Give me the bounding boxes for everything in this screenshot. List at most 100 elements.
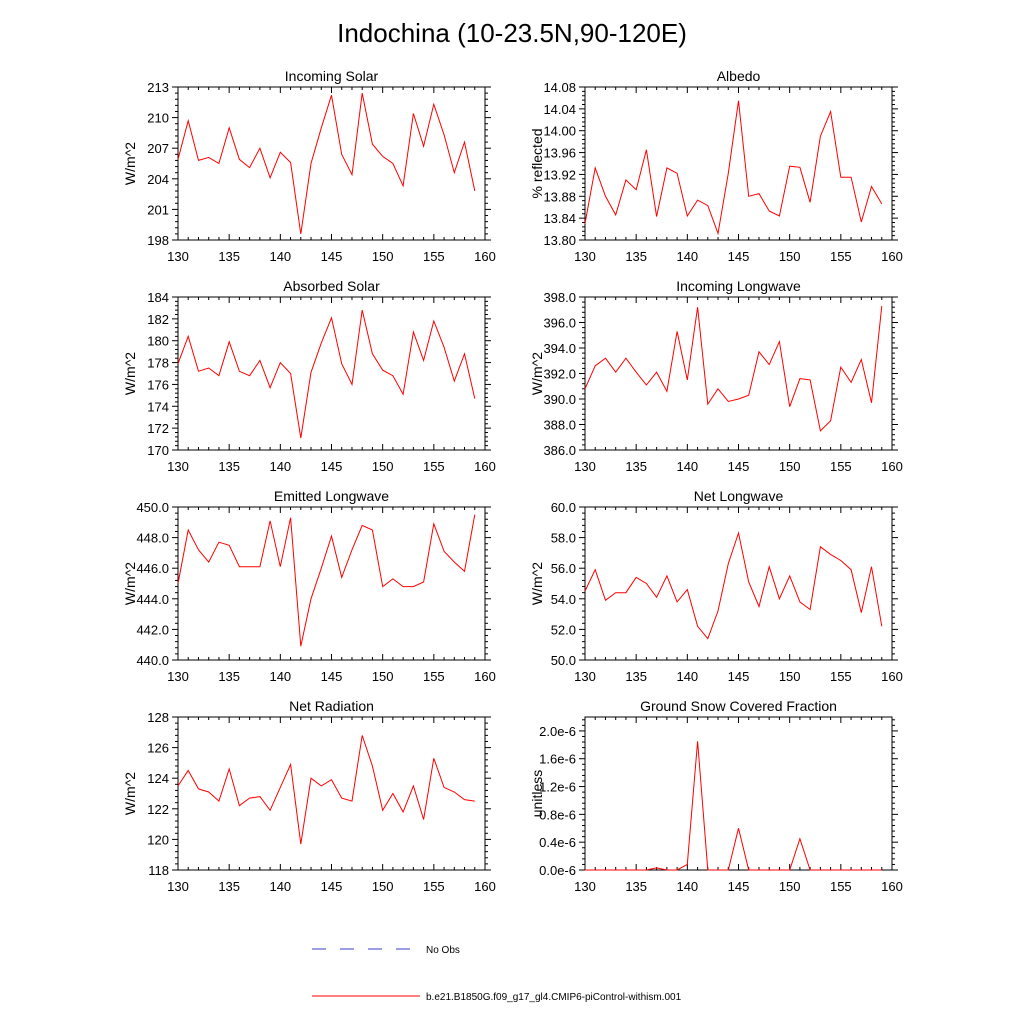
x-tick-label: 135	[218, 459, 240, 474]
y-tick-label: 2.0e-6	[539, 724, 576, 739]
series-line-albedo	[584, 100, 883, 236]
x-tick-label: 150	[372, 669, 394, 684]
plot-frame	[584, 506, 893, 661]
x-tick-label: 135	[625, 249, 647, 264]
plot-frame	[177, 716, 486, 871]
x-tick-label: 155	[423, 669, 445, 684]
y-axis-label: W/m^2	[122, 142, 138, 185]
x-tick-label: 135	[218, 879, 240, 894]
x-tick-label: 160	[474, 669, 496, 684]
x-tick-label: 145	[728, 879, 750, 894]
x-tick-label: 155	[423, 459, 445, 474]
x-tick-label: 130	[167, 249, 189, 264]
panel-incoming-longwave: Incoming Longwave W/m^2 130 135 140 145 150 155…	[529, 278, 903, 474]
x-tick-label: 140	[269, 249, 291, 264]
y-tick-label: 392.0	[543, 367, 576, 382]
y-axis-label: % reflected	[529, 128, 545, 198]
y-tick-label: 1.6e-6	[539, 752, 576, 767]
panel-title: Net Radiation	[289, 698, 374, 714]
y-tick-label: 0.4e-6	[539, 835, 576, 850]
x-tick-label: 155	[830, 669, 852, 684]
y-tick-label: 122	[147, 802, 169, 817]
x-tick-label: 135	[625, 669, 647, 684]
x-tick-label: 160	[474, 459, 496, 474]
x-tick-label: 160	[881, 459, 903, 474]
x-tick-label: 130	[574, 669, 596, 684]
y-axis-label: W/m^2	[122, 352, 138, 395]
x-tick-label: 135	[218, 669, 240, 684]
y-tick-label: 126	[147, 741, 169, 756]
x-tick-label: 135	[625, 879, 647, 894]
y-tick-label: 118	[148, 863, 169, 878]
x-tick-label: 155	[830, 249, 852, 264]
plot-frame	[177, 506, 486, 661]
y-tick-label: 60.0	[551, 500, 576, 515]
x-tick-label: 150	[779, 879, 801, 894]
x-tick-label: 130	[167, 459, 189, 474]
x-tick-label: 150	[779, 459, 801, 474]
x-tick-label: 150	[779, 669, 801, 684]
x-tick-label: 130	[574, 459, 596, 474]
x-tick-label: 140	[269, 459, 291, 474]
panels: Incoming Solar W/m^2 130 135 140 145 150 155 160…	[122, 68, 903, 894]
y-tick-label: 58.0	[551, 531, 576, 546]
x-tick-label: 145	[321, 459, 343, 474]
panel-net-radiation: Net Radiation W/m^2 130 135 140 145 150 155 160 1…	[122, 698, 496, 894]
y-tick-label: 1.2e-6	[539, 780, 576, 795]
x-tick-label: 130	[167, 669, 189, 684]
series-line-absorbed-solar	[177, 309, 476, 439]
y-axis-label: W/m^2	[529, 562, 545, 605]
x-tick-label: 155	[830, 879, 852, 894]
y-tick-label: 174	[147, 399, 169, 414]
y-tick-label: 13.92	[543, 167, 576, 182]
y-tick-label: 448.0	[136, 531, 169, 546]
x-tick-label: 140	[676, 459, 698, 474]
figure-title: Indochina (10-23.5N,90-120E)	[337, 18, 687, 48]
x-tick-label: 155	[423, 249, 445, 264]
y-tick-label: 394.0	[543, 341, 576, 356]
x-tick-label: 130	[574, 879, 596, 894]
y-axis-label: unitless	[529, 770, 545, 817]
panel-title: Absorbed Solar	[283, 278, 380, 294]
x-tick-label: 145	[728, 459, 750, 474]
y-tick-label: 13.84	[543, 211, 576, 226]
panel-title: Incoming Solar	[285, 68, 379, 84]
x-tick-label: 140	[676, 669, 698, 684]
x-tick-label: 140	[676, 879, 698, 894]
y-tick-label: 56.0	[551, 561, 576, 576]
series-line-net-longwave	[584, 531, 883, 640]
panel-emitted-longwave: Emitted Longwave W/m^2 130 135 140 145 150 155 1…	[122, 488, 496, 684]
x-tick-label: 160	[881, 879, 903, 894]
y-tick-label: 390.0	[543, 392, 576, 407]
x-tick-label: 150	[372, 459, 394, 474]
x-tick-label: 160	[474, 249, 496, 264]
x-tick-label: 145	[728, 249, 750, 264]
x-tick-label: 160	[881, 669, 903, 684]
panel-net-longwave: Net Longwave W/m^2 130 135 140 145 150 155 160 50…	[529, 488, 903, 684]
y-tick-label: 180	[147, 334, 169, 349]
y-tick-label: 176	[147, 377, 169, 392]
y-tick-label: 54.0	[551, 592, 576, 607]
y-tick-label: 124	[147, 771, 169, 786]
panel-title: Net Longwave	[694, 488, 784, 504]
x-tick-label: 155	[830, 459, 852, 474]
x-tick-label: 145	[321, 879, 343, 894]
y-axis-label: W/m^2	[529, 352, 545, 395]
x-tick-label: 150	[372, 249, 394, 264]
y-tick-label: 13.80	[543, 233, 576, 248]
x-tick-label: 145	[728, 669, 750, 684]
y-tick-label: 388.0	[543, 418, 576, 433]
plot-frame	[584, 86, 893, 241]
y-tick-label: 184	[147, 290, 169, 305]
y-tick-label: 50.0	[551, 653, 576, 668]
y-tick-label: 446.0	[136, 561, 169, 576]
plot-frame	[177, 86, 486, 241]
x-tick-label: 130	[167, 879, 189, 894]
x-tick-label: 145	[321, 249, 343, 264]
y-tick-label: 182	[147, 312, 169, 327]
y-tick-label: 172	[147, 421, 169, 436]
plot-frame	[584, 296, 893, 451]
y-tick-label: 210	[147, 111, 169, 126]
y-tick-label: 128	[147, 710, 169, 725]
